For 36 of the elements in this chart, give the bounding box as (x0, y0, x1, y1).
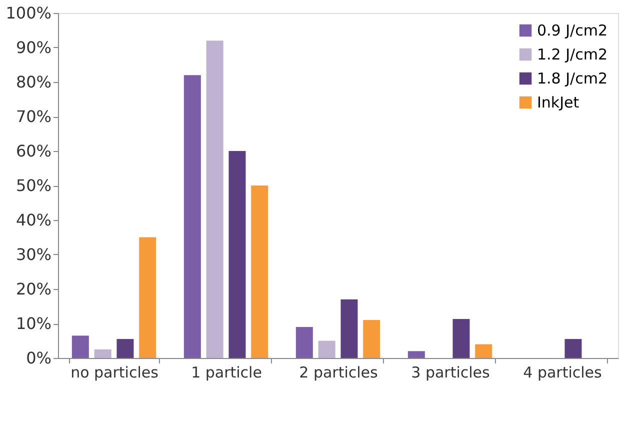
x-tick-label: 1 particle (191, 364, 262, 382)
bar (94, 349, 112, 358)
bar (296, 326, 313, 358)
y-tick-label: 40% (16, 210, 52, 230)
x-tick-label: 3 particles (411, 364, 490, 382)
y-tick-label: 30% (16, 245, 52, 264)
bar (408, 351, 425, 358)
bar (564, 339, 582, 358)
legend-label: 1.2 J/cm2 (537, 46, 608, 64)
x-tick-label: 4 particles (523, 364, 602, 382)
y-tick-label: 100% (6, 4, 52, 22)
legend-label: InkJet (537, 94, 580, 112)
bar (228, 151, 246, 358)
y-tick-label: 20% (16, 280, 52, 298)
y-tick-label: 0% (26, 348, 52, 368)
bar (340, 299, 358, 358)
bar (184, 75, 201, 358)
bar (72, 336, 89, 358)
y-tick-label: 70% (16, 107, 52, 126)
x-tick-label: no particles (70, 364, 159, 382)
bar (363, 320, 380, 358)
bar (452, 319, 470, 358)
x-tick-label: 2 particles (299, 364, 378, 382)
bar (251, 186, 268, 358)
bar (475, 344, 492, 358)
y-tick-label: 60% (16, 142, 52, 160)
y-tick-label: 90% (16, 38, 52, 57)
bar (139, 237, 156, 358)
y-tick-label: 10% (16, 314, 52, 333)
y-tick-label: 80% (16, 72, 52, 92)
legend-label: 0.9 J/cm2 (537, 22, 608, 40)
bar (206, 40, 224, 358)
y-tick-label: 50% (16, 176, 52, 195)
bar (116, 339, 134, 358)
legend-label: 1.8 J/cm2 (537, 70, 608, 88)
bar (318, 340, 336, 358)
